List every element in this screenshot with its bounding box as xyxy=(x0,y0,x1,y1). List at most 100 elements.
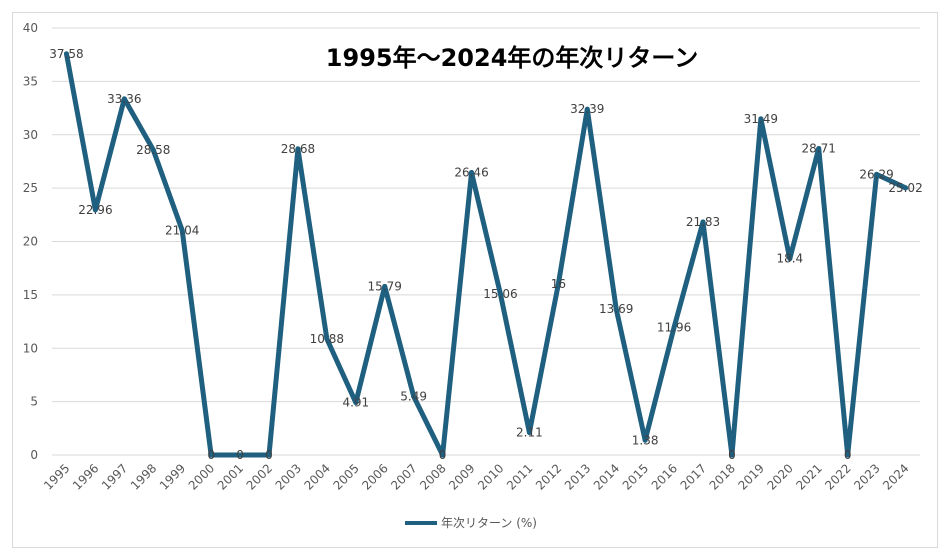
data-label: 0 xyxy=(236,448,244,462)
data-label: 21.83 xyxy=(686,215,720,229)
y-tick-label: 20 xyxy=(23,235,38,249)
data-labels: 37.58 22.96 33.36 28.58 21.04 0 0 0 28.68 10.88 4.… xyxy=(49,47,922,462)
y-tick-label: 10 xyxy=(23,341,38,355)
data-label: 18.4 xyxy=(776,252,803,266)
data-label: 26.29 xyxy=(859,167,893,181)
y-tick-label: 40 xyxy=(23,21,38,35)
data-label: 5.49 xyxy=(400,389,427,403)
x-tick-label: 2012 xyxy=(533,461,564,492)
data-point xyxy=(671,324,677,330)
data-point xyxy=(497,291,503,297)
data-label: 0 xyxy=(439,448,447,462)
data-point xyxy=(613,306,619,312)
x-tick-label: 2003 xyxy=(273,461,304,492)
x-tick-label: 2019 xyxy=(735,461,766,492)
x-tick-label: 1996 xyxy=(70,461,101,492)
x-tick-label: 2011 xyxy=(504,461,535,492)
data-point xyxy=(92,207,98,213)
chart-title: 1995年～2024年の年次リターン xyxy=(326,44,698,72)
x-tick-label: 2005 xyxy=(330,461,361,492)
data-label: 32.39 xyxy=(570,102,604,116)
data-point xyxy=(237,452,243,458)
data-label: 28.58 xyxy=(136,143,170,157)
data-label: 15.79 xyxy=(368,279,402,293)
y-tick-label: 30 xyxy=(23,128,38,142)
data-point xyxy=(903,185,909,191)
data-label: 26.46 xyxy=(454,166,488,180)
data-label: 21.04 xyxy=(165,223,199,237)
x-tick-label: 1998 xyxy=(128,461,159,492)
x-tick-label: 2014 xyxy=(591,461,622,492)
data-point xyxy=(729,452,735,458)
data-point xyxy=(150,147,156,153)
data-point xyxy=(440,452,446,458)
data-point xyxy=(382,283,388,289)
data-label: 13.69 xyxy=(599,302,633,316)
data-point xyxy=(816,146,822,152)
data-label: 22.96 xyxy=(78,203,112,217)
y-tick-label: 5 xyxy=(30,395,38,409)
series-line xyxy=(63,51,909,458)
data-label: 1.38 xyxy=(632,433,659,447)
data-label: 28.68 xyxy=(281,142,315,156)
data-point xyxy=(700,219,706,225)
data-point xyxy=(526,429,532,435)
data-label: 0 xyxy=(265,448,273,462)
x-tick-label: 2010 xyxy=(475,461,506,492)
data-point xyxy=(411,393,417,399)
data-points xyxy=(63,51,909,458)
data-point xyxy=(787,256,793,262)
x-tick-label: 2008 xyxy=(417,461,448,492)
x-tick-label: 2013 xyxy=(562,461,593,492)
x-axis-ticks: 1995199619971998199920002001200220032004… xyxy=(41,461,912,492)
legend-label: 年次リターン (%) xyxy=(441,516,537,530)
x-tick-label: 2004 xyxy=(301,461,332,492)
data-label: 10.88 xyxy=(310,332,344,346)
data-label: 33.36 xyxy=(107,92,141,106)
data-point xyxy=(266,452,272,458)
data-point xyxy=(208,452,214,458)
data-label: 31.49 xyxy=(744,112,778,126)
x-tick-label: 1997 xyxy=(99,461,130,492)
data-point xyxy=(845,452,851,458)
x-tick-label: 2009 xyxy=(446,461,477,492)
data-point xyxy=(555,281,561,287)
data-point xyxy=(758,116,764,122)
y-tick-label: 0 xyxy=(30,448,38,462)
x-tick-label: 2020 xyxy=(764,461,795,492)
x-tick-label: 2015 xyxy=(620,461,651,492)
data-label: 28.71 xyxy=(802,142,836,156)
x-tick-label: 2021 xyxy=(793,461,824,492)
data-label: 0 xyxy=(728,448,736,462)
x-tick-label: 2017 xyxy=(678,461,709,492)
data-label: 16 xyxy=(551,277,566,291)
data-point xyxy=(353,400,359,406)
data-label: 0 xyxy=(844,448,852,462)
x-tick-label: 2016 xyxy=(649,461,680,492)
data-label: 25.02 xyxy=(888,181,922,195)
x-tick-label: 2001 xyxy=(215,461,246,492)
x-tick-label: 2022 xyxy=(822,461,853,492)
data-label: 37.58 xyxy=(49,47,83,61)
y-axis-ticks: 0 5 10 15 20 25 30 35 40 xyxy=(23,21,38,462)
data-label: 0 xyxy=(207,448,215,462)
data-point xyxy=(63,51,69,57)
data-point xyxy=(179,227,185,233)
legend: 年次リターン (%) xyxy=(405,516,537,530)
data-label: 11.96 xyxy=(657,320,691,334)
data-point xyxy=(874,171,880,177)
data-point xyxy=(324,336,330,342)
data-point xyxy=(469,170,475,176)
x-tick-label: 2007 xyxy=(388,461,419,492)
x-tick-label: 2006 xyxy=(359,461,390,492)
y-tick-label: 35 xyxy=(23,74,38,88)
x-tick-label: 2000 xyxy=(186,461,217,492)
data-point xyxy=(642,437,648,443)
x-tick-label: 1999 xyxy=(157,461,188,492)
x-tick-label: 2018 xyxy=(707,461,738,492)
y-tick-label: 25 xyxy=(23,181,38,195)
x-tick-label: 2023 xyxy=(851,461,882,492)
y-tick-label: 15 xyxy=(23,288,38,302)
data-label: 4.91 xyxy=(342,396,369,410)
